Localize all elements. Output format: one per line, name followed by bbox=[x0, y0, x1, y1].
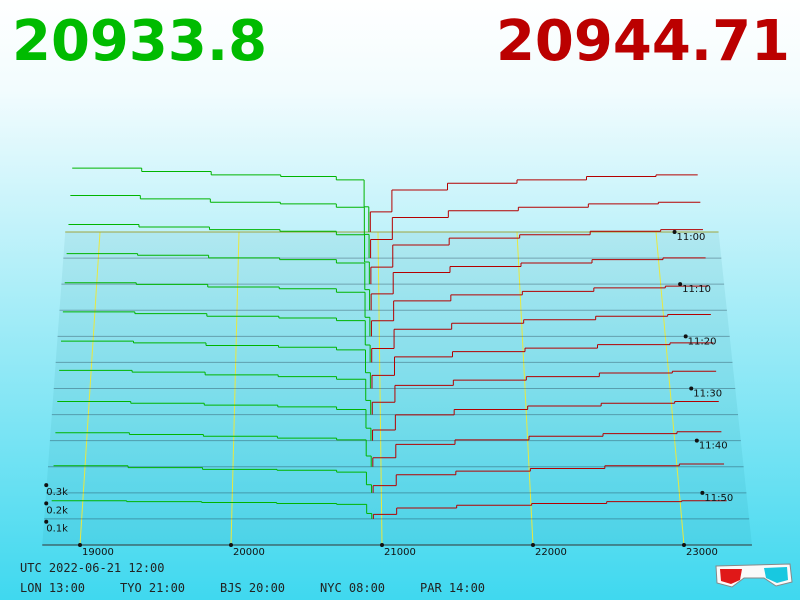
red-lens bbox=[720, 569, 742, 584]
t-tick-mark bbox=[678, 282, 683, 287]
z-tick-label: 0.2k bbox=[46, 505, 68, 516]
city-clock: TYO 21:00 bbox=[120, 581, 185, 595]
t-tick-label: 11:40 bbox=[699, 441, 728, 452]
city-clock: LON 13:00 bbox=[20, 581, 85, 595]
t-tick-mark bbox=[694, 438, 699, 443]
floor bbox=[42, 232, 752, 545]
city-clock: BJS 20:00 bbox=[220, 581, 285, 595]
z-tick-mark bbox=[44, 501, 49, 506]
ask-price: 20944.71 bbox=[496, 9, 790, 74]
city-clock: PAR 14:00 bbox=[420, 581, 485, 595]
grid-line bbox=[377, 231, 383, 546]
x-tick-mark bbox=[78, 543, 82, 547]
t-tick-mark bbox=[700, 490, 705, 495]
t-tick-label: 11:10 bbox=[682, 284, 711, 295]
t-tick-mark bbox=[683, 334, 688, 339]
plot: 19000 20000 21000 22000 23000 11:00 11:10 11:20… bbox=[42, 167, 752, 558]
x-tick-label: 20000 bbox=[233, 547, 265, 558]
z-tick-label: 0.3k bbox=[46, 487, 68, 498]
grid-line bbox=[79, 231, 101, 546]
x-tick-label: 23000 bbox=[686, 547, 718, 558]
z-tick-mark bbox=[44, 519, 49, 524]
x-tick-label: 22000 bbox=[535, 547, 567, 558]
grid-line bbox=[516, 231, 534, 546]
utc-time: UTC 2022-06-21 12:00 bbox=[20, 561, 165, 575]
t-tick-mark bbox=[689, 386, 694, 391]
t-tick-label: 11:00 bbox=[677, 232, 706, 243]
t-tick-mark bbox=[672, 230, 677, 234]
cyan-lens bbox=[764, 567, 788, 583]
world-clocks: LON 13:00 TYO 21:00 BJS 20:00 NYC 08:00 PAR … bbox=[20, 581, 485, 595]
x-tick-label: 21000 bbox=[384, 547, 416, 558]
3d-glasses-icon bbox=[715, 563, 793, 588]
x-tick-mark bbox=[682, 543, 686, 547]
x-tick-label: 19000 bbox=[82, 547, 114, 558]
t-tick-label: 11:20 bbox=[688, 336, 717, 347]
grid-line bbox=[655, 231, 685, 546]
t-tick-label: 11:30 bbox=[693, 389, 722, 400]
x-tick-mark bbox=[380, 543, 384, 547]
x-tick-mark bbox=[531, 543, 535, 547]
z-tick-label: 0.1k bbox=[46, 524, 68, 535]
x-tick-mark bbox=[229, 543, 233, 547]
t-tick-label: 11:50 bbox=[704, 493, 733, 504]
grid-line bbox=[230, 231, 240, 546]
z-tick-mark bbox=[44, 483, 49, 488]
bid-price: 20933.8 bbox=[12, 9, 267, 74]
city-clock: NYC 08:00 bbox=[320, 581, 385, 595]
